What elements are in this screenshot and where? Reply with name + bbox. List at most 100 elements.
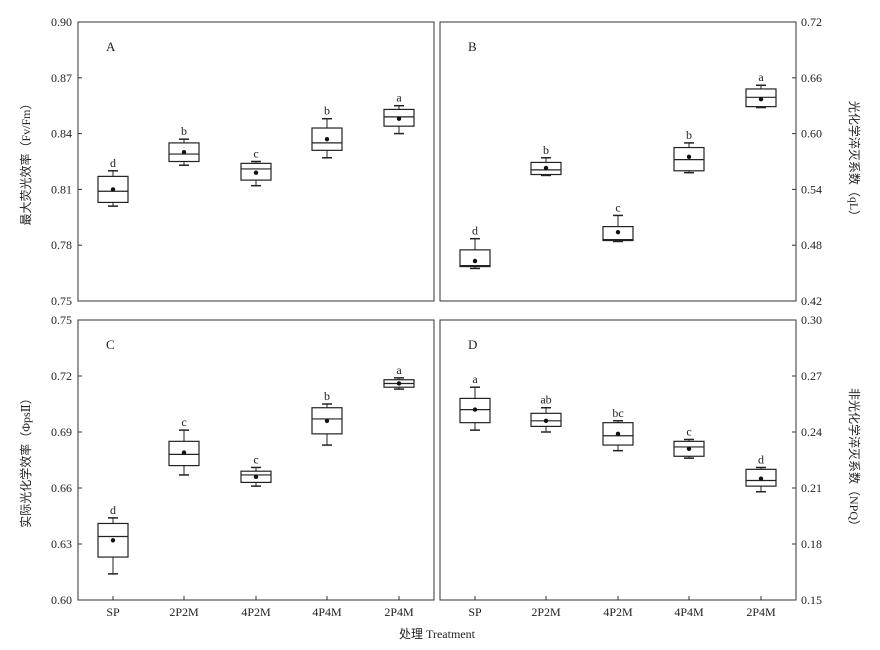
y-tick-label: 0.63 <box>51 537 72 551</box>
y-tick-label: 0.81 <box>51 182 72 196</box>
box-2p4m: a <box>383 363 415 390</box>
panel-letter: D <box>468 337 477 352</box>
mean-point <box>543 418 549 423</box>
iqr-box <box>459 249 491 268</box>
box-4p2m: c <box>240 452 272 487</box>
y-axis-title: 实际光化学效率（ΦpsⅡ） <box>18 392 33 528</box>
panel-b: 0.42 0.48 0.54 0.60 0.66 0.72 光化学淬灭系数（qL） Bd b c b… <box>439 15 862 308</box>
x-tick-label: 2P4M <box>746 605 776 619</box>
significance-label: b <box>686 128 692 142</box>
y-tick-label: 0.66 <box>801 71 822 85</box>
mean-point <box>181 150 187 155</box>
significance-label: c <box>686 424 691 438</box>
box-4p2m: c <box>602 200 634 243</box>
x-axis-title: 处理 Treatment <box>399 627 476 641</box>
box-sp: d <box>97 503 129 575</box>
mean-point <box>543 165 549 171</box>
mean-point <box>615 431 621 437</box>
box-4p4m: b <box>311 104 343 159</box>
significance-label: b <box>181 124 187 138</box>
y-tick-label: 0.48 <box>801 238 822 252</box>
x-tick-label: 4P2M <box>603 605 633 619</box>
box-2p4m: a <box>383 91 415 135</box>
significance-label: d <box>758 452 764 466</box>
box-2p2m: c <box>168 415 200 476</box>
significance-label: a <box>758 70 764 84</box>
y-tick-label: 0.27 <box>801 369 822 383</box>
significance-label: d <box>110 156 116 170</box>
mean-point <box>396 381 402 386</box>
box-2p2m: ab <box>530 393 562 433</box>
box-sp: d <box>459 224 491 270</box>
significance-label: b <box>543 143 549 157</box>
y-axis-title: 光化学淬灭系数（qL） <box>847 101 862 222</box>
significance-label: d <box>472 224 478 238</box>
box-2p2m: b <box>168 124 200 166</box>
y-tick-label: 0.69 <box>51 425 72 439</box>
box-sp: d <box>97 156 129 207</box>
mean-point <box>253 474 259 479</box>
panel-letter: B <box>468 39 477 54</box>
mean-point <box>181 450 187 455</box>
box-2p4m: d <box>745 452 777 493</box>
significance-label: a <box>396 363 402 377</box>
y-tick-label: 0.60 <box>801 127 822 141</box>
box-4p4m: b <box>311 389 343 446</box>
y-tick-label: 0.54 <box>801 182 822 196</box>
y-axis-title: 非光化学淬灭系数（NPQ） <box>847 388 862 532</box>
y-tick-label: 0.30 <box>801 313 822 327</box>
panel-d: 0.15 0.18 0.21 0.24 0.27 0.30 非光化学淬灭系数（NPQ） Da S… <box>439 313 862 619</box>
significance-label: c <box>253 147 258 161</box>
y-tick-label: 0.66 <box>51 481 72 495</box>
y-tick-label: 0.15 <box>801 593 822 607</box>
mean-point <box>110 187 116 192</box>
significance-label: b <box>324 104 330 118</box>
y-tick-label: 0.90 <box>51 15 72 29</box>
x-tick-label: SP <box>468 605 482 619</box>
panel-letter: C <box>106 337 115 352</box>
y-tick-label: 0.78 <box>51 238 72 252</box>
significance-label: c <box>615 200 620 214</box>
y-tick-label: 0.87 <box>51 71 72 85</box>
mean-point <box>686 446 692 451</box>
panel-c: 0.60 0.63 0.66 0.69 0.72 0.75 实际光化学效率（ΦpsⅡ） Cd S… <box>18 313 435 619</box>
x-tick-label: 2P2M <box>169 605 199 619</box>
box-sp: a <box>459 372 491 431</box>
significance-label: d <box>110 503 116 517</box>
mean-point <box>758 96 764 102</box>
y-axis-title: 最大荧光效率（Fv/Fm） <box>18 97 33 225</box>
plot-frame <box>439 21 797 302</box>
box-4p2m: bc <box>602 406 634 452</box>
box-2p4m: a <box>745 70 777 109</box>
y-tick-label: 0.42 <box>801 294 822 308</box>
y-tick-label: 0.60 <box>51 593 72 607</box>
mean-point <box>758 476 764 481</box>
panel-letter: A <box>106 39 116 54</box>
box-4p4m: b <box>673 128 705 174</box>
y-tick-label: 0.75 <box>51 294 72 308</box>
significance-label: bc <box>612 406 623 420</box>
box-4p4m: c <box>673 424 705 459</box>
y-tick-label: 0.75 <box>51 313 72 327</box>
y-tick-label: 0.18 <box>801 537 822 551</box>
x-tick-label: 4P4M <box>674 605 704 619</box>
box-2p2m: b <box>530 143 562 177</box>
significance-label: ab <box>540 393 551 407</box>
mean-point <box>324 418 330 423</box>
box-4p2m: c <box>240 147 272 187</box>
panel-a: 0.75 0.78 0.81 0.84 0.87 0.90 最大荧光效率（Fv/Fm） Ad b… <box>18 15 435 308</box>
x-tick-label: 2P4M <box>384 605 414 619</box>
significance-label: c <box>181 415 186 429</box>
mean-point <box>686 154 692 160</box>
y-tick-label: 0.21 <box>801 481 822 495</box>
y-tick-label: 0.72 <box>51 369 72 383</box>
x-tick-label: SP <box>106 605 120 619</box>
significance-label: a <box>396 91 402 105</box>
mean-point <box>324 136 330 142</box>
mean-point <box>472 407 478 412</box>
mean-point <box>615 229 621 235</box>
significance-label: b <box>324 389 330 403</box>
plot-frame <box>77 21 435 302</box>
plot-frame <box>439 319 797 601</box>
